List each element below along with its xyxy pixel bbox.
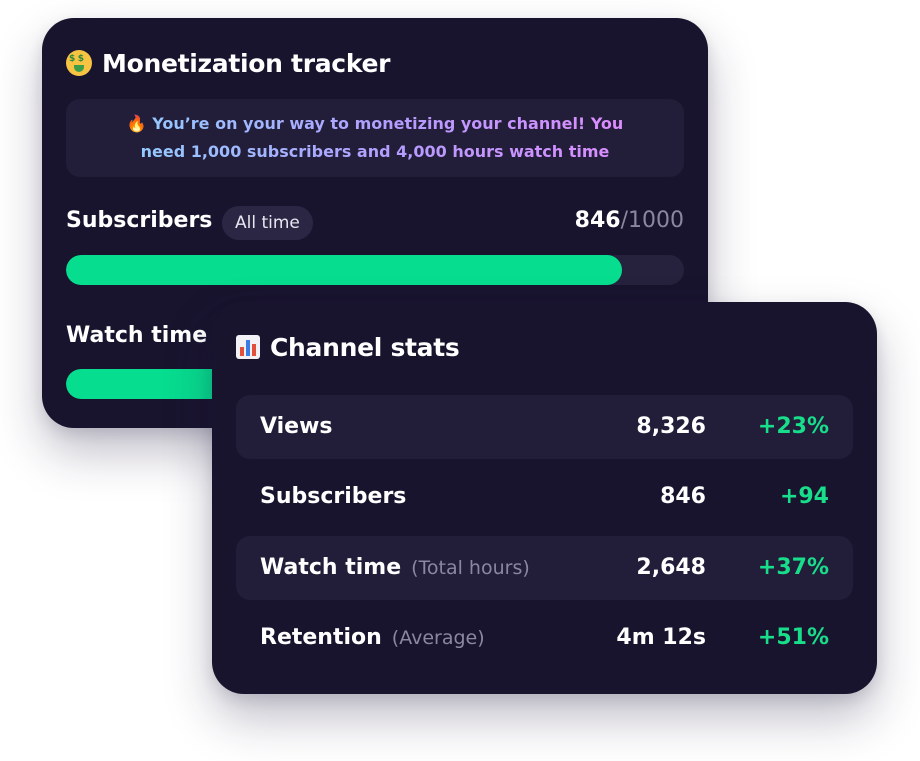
stat-row-retention: Retention (Average) 4m 12s +51% [236,606,853,670]
stat-change: +23% [757,414,829,439]
time-range-pill[interactable]: All time [222,206,313,240]
stat-label: Retention (Average) [260,606,485,670]
monetization-title-text: Monetization tracker [102,49,391,78]
watch-time-label: Watch time [66,323,208,348]
fire-icon: 🔥 [126,114,147,133]
stat-label-text: Watch time [260,555,402,580]
stat-value: 2,648 [636,555,706,580]
subscriber-goal: 1000 [628,208,684,233]
monetization-title: Monetization tracker [66,49,390,78]
stat-row-watch-time: Watch time (Total hours) 2,648 +37% [236,536,853,600]
stat-label: Views [260,395,333,459]
stat-sublabel: (Average) [391,627,485,649]
channel-stats-title: Channel stats [236,333,460,362]
subscribers-progress-fill [66,255,623,285]
channel-stats-title-text: Channel stats [270,333,460,362]
monetization-notice: 🔥 You’re on your way to monetizing your … [66,99,684,177]
stat-label: Watch time (Total hours) [260,536,530,600]
subscriber-count: 846/1000 [575,208,684,233]
subscribers-progress-bar [66,255,684,285]
stat-change: +51% [757,625,829,650]
notice-message: 🔥 You’re on your way to monetizing your … [105,110,645,166]
stat-value: 8,326 [636,414,706,439]
money-mouth-face-icon [66,49,94,78]
subscribers-label: Subscribers [66,208,213,233]
stat-row-subscribers: Subscribers 846 +94 [236,465,853,529]
stat-label-text: Views [260,414,333,439]
channel-stats-card: Channel stats Views 8,326 +23% Subscribe… [212,302,877,694]
notice-text: You’re on your way to monetizing your ch… [140,114,624,161]
subscriber-current: 846 [574,208,621,233]
stat-label-text: Retention [260,625,382,650]
stat-value: 846 [660,484,706,509]
subscriber-separator: / [620,208,628,233]
stat-label: Subscribers [260,465,406,529]
bar-chart-icon [236,335,260,359]
stat-value: 4m 12s [616,625,706,650]
stat-change: +94 [779,484,829,509]
stat-row-views: Views 8,326 +23% [236,395,853,459]
stat-sublabel: (Total hours) [411,557,530,579]
stat-label-text: Subscribers [260,484,407,509]
stat-change: +37% [757,555,829,580]
